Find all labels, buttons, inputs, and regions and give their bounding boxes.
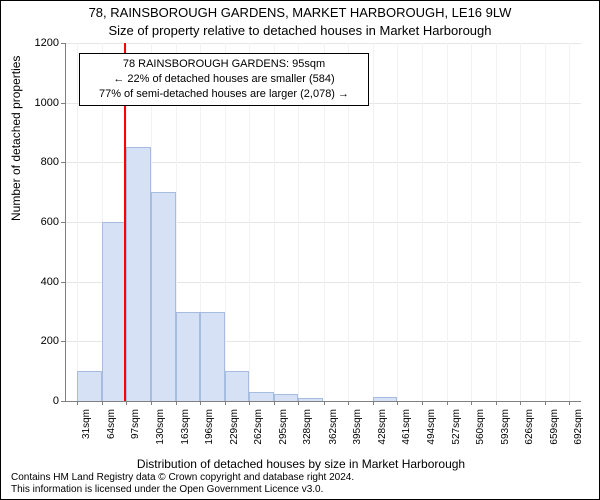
histogram-bar — [249, 392, 274, 401]
x-tick-label: 593sqm — [500, 409, 511, 445]
y-tick-label: 600 — [41, 216, 59, 228]
x-tick-label: 428sqm — [377, 409, 388, 445]
x-axis-label: Distribution of detached houses by size … — [1, 457, 600, 471]
annotation-line2: ← 22% of detached houses are smaller (58… — [88, 72, 360, 87]
x-tick — [520, 401, 521, 405]
x-tick-label: 196sqm — [204, 409, 215, 445]
x-tick-label: 295sqm — [278, 409, 289, 445]
annotation-line3: 77% of semi-detached houses are larger (… — [88, 87, 360, 102]
chart-container: 78, RAINSBOROUGH GARDENS, MARKET HARBORO… — [0, 0, 600, 500]
copyright-line1: Contains HM Land Registry data © Crown c… — [11, 472, 354, 484]
chart-title-line2: Size of property relative to detached ho… — [1, 23, 599, 40]
x-tick — [298, 401, 299, 405]
x-tick — [249, 401, 250, 405]
x-tick-label: 229sqm — [229, 409, 240, 445]
x-tick — [348, 401, 349, 405]
x-tick — [496, 401, 497, 405]
x-tick-label: 626sqm — [524, 409, 535, 445]
y-tick-label: 1000 — [35, 97, 59, 109]
x-tick-label: 395sqm — [352, 409, 363, 445]
y-tick — [61, 43, 65, 44]
annotation-box: 78 RAINSBOROUGH GARDENS: 95sqm ← 22% of … — [79, 53, 369, 106]
x-tick — [569, 401, 570, 405]
y-tick — [61, 282, 65, 283]
x-tick — [151, 401, 152, 405]
x-tick — [397, 401, 398, 405]
chart-title-line1: 78, RAINSBOROUGH GARDENS, MARKET HARBORO… — [1, 5, 599, 22]
histogram-bar — [126, 147, 151, 401]
x-tick-label: 130sqm — [155, 409, 166, 445]
histogram-bar — [151, 192, 176, 401]
y-axis-label: Number of detached properties — [9, 56, 23, 221]
x-tick-label: 692sqm — [573, 409, 584, 445]
x-tick — [324, 401, 325, 405]
y-tick — [61, 401, 65, 402]
histogram-bar — [225, 371, 250, 401]
x-tick-label: 64sqm — [106, 409, 117, 439]
x-tick — [126, 401, 127, 405]
x-tick — [102, 401, 103, 405]
x-tick — [373, 401, 374, 405]
x-tick-label: 328sqm — [302, 409, 313, 445]
y-tick — [61, 341, 65, 342]
x-tick-label: 659sqm — [549, 409, 560, 445]
y-tick-label: 400 — [41, 276, 59, 288]
histogram-bar — [176, 312, 201, 402]
x-tick-label: 494sqm — [426, 409, 437, 445]
x-tick-label: 97sqm — [130, 409, 141, 439]
y-tick — [61, 162, 65, 163]
y-tick-label: 0 — [53, 395, 59, 407]
x-tick — [176, 401, 177, 405]
x-tick — [545, 401, 546, 405]
histogram-bar — [200, 312, 225, 402]
x-tick-label: 31sqm — [81, 409, 92, 439]
annotation-line1: 78 RAINSBOROUGH GARDENS: 95sqm — [88, 57, 360, 72]
y-tick-label: 200 — [41, 335, 59, 347]
x-tick — [225, 401, 226, 405]
x-tick — [274, 401, 275, 405]
x-tick — [447, 401, 448, 405]
x-tick-label: 163sqm — [180, 409, 191, 445]
x-tick-label: 560sqm — [475, 409, 486, 445]
x-tick — [471, 401, 472, 405]
x-tick — [77, 401, 78, 405]
y-tick-label: 1200 — [35, 37, 59, 49]
y-tick-label: 800 — [41, 156, 59, 168]
histogram-bar — [274, 394, 299, 401]
x-tick-label: 527sqm — [451, 409, 462, 445]
x-tick-label: 262sqm — [253, 409, 264, 445]
y-tick — [61, 103, 65, 104]
histogram-bar — [77, 371, 102, 401]
histogram-bar — [102, 222, 127, 401]
x-tick-label: 461sqm — [401, 409, 412, 445]
x-tick-label: 362sqm — [328, 409, 339, 445]
copyright-line2: This information is licensed under the O… — [11, 484, 354, 496]
x-tick — [200, 401, 201, 405]
y-tick — [61, 222, 65, 223]
x-tick — [422, 401, 423, 405]
copyright-text: Contains HM Land Registry data © Crown c… — [11, 472, 354, 495]
